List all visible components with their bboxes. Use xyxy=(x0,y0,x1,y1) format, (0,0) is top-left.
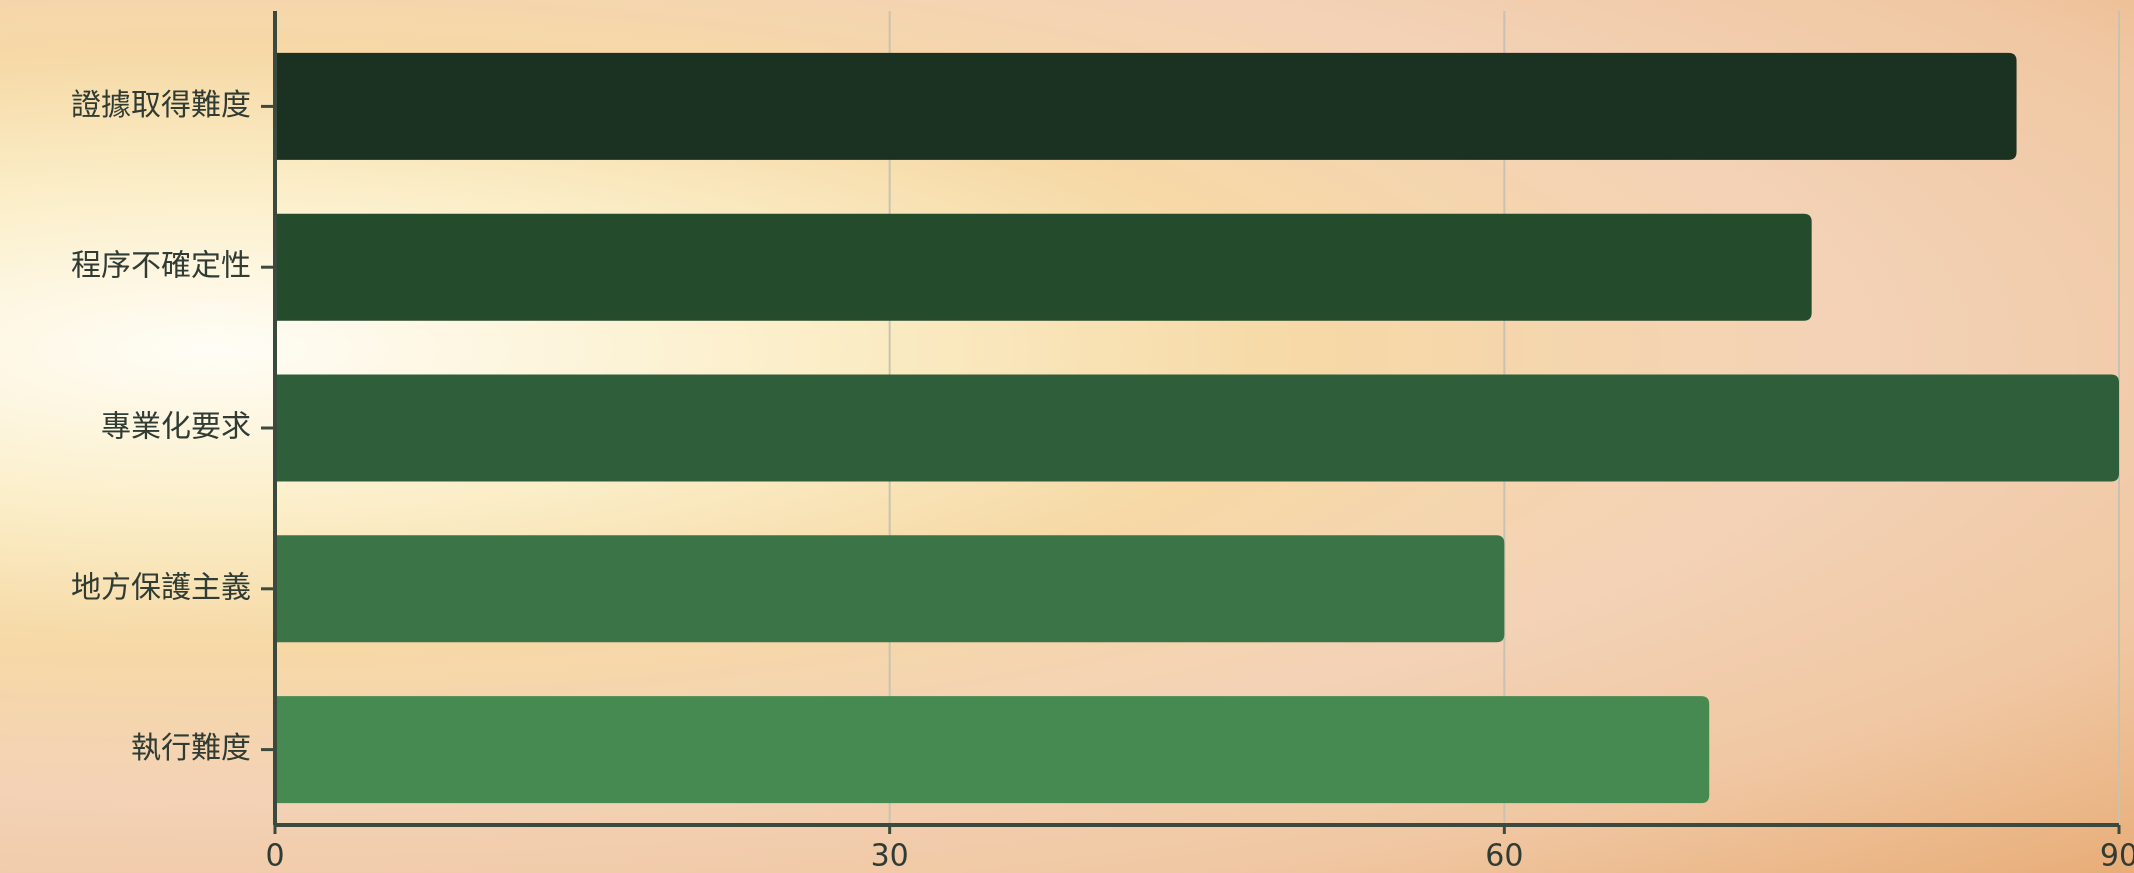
bar xyxy=(275,696,1710,804)
bar xyxy=(275,52,2017,160)
y-tick-label: 專業化要求 xyxy=(101,410,251,445)
x-tick-label: 0 xyxy=(265,839,284,873)
y-tick-label: 地方保護主義 xyxy=(71,570,251,605)
x-tick-label: 30 xyxy=(871,839,909,873)
bar xyxy=(275,213,1812,321)
y-tick-label: 程序不確定性 xyxy=(71,249,251,284)
bar xyxy=(275,374,2119,482)
bar xyxy=(275,535,1505,643)
y-tick-label: 證據取得難度 xyxy=(71,88,251,123)
y-tick-label: 執行難度 xyxy=(131,731,251,766)
x-tick-label: 60 xyxy=(1485,839,1523,873)
x-tick-label: 90 xyxy=(2100,839,2134,873)
